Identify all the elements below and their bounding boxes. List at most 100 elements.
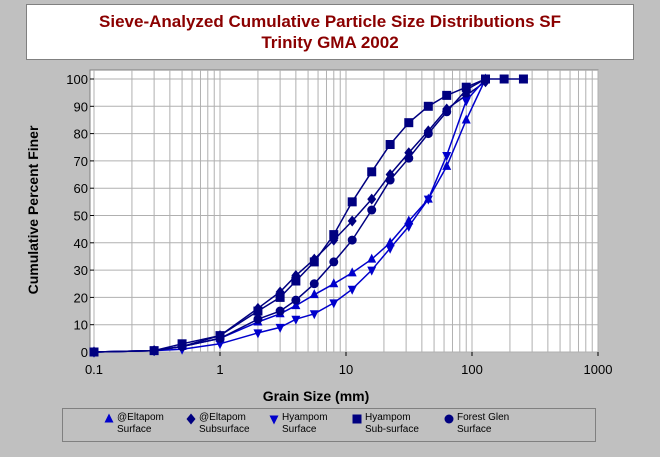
legend-label: Hyampom Sub-surface	[365, 412, 419, 436]
data-point	[442, 90, 452, 100]
data-point	[367, 253, 377, 263]
x-axis-title: Grain Size (mm)	[263, 388, 370, 404]
data-point	[347, 215, 357, 227]
y-tick-label: 50	[74, 209, 88, 224]
data-point	[253, 306, 263, 316]
data-point	[423, 129, 433, 139]
data-point	[309, 257, 319, 267]
y-tick-label: 90	[74, 99, 88, 114]
data-point	[309, 310, 319, 320]
data-point	[423, 195, 433, 205]
data-point	[275, 323, 285, 333]
data-point	[442, 107, 452, 117]
legend-marker-shape	[269, 415, 279, 425]
data-point	[367, 167, 377, 177]
legend-label-line2: Surface	[282, 424, 317, 435]
data-point	[518, 74, 528, 84]
data-point	[253, 329, 263, 339]
data-point	[329, 257, 339, 267]
data-point	[291, 315, 301, 325]
data-point	[367, 266, 377, 276]
chart-title-line2: Trinity GMA 2002	[261, 33, 399, 52]
data-point	[404, 118, 414, 128]
data-point	[367, 193, 377, 205]
x-tick-label: 1000	[584, 362, 613, 377]
y-tick-label: 60	[74, 181, 88, 196]
data-point	[309, 279, 319, 289]
x-tick-label: 1	[216, 362, 223, 377]
data-point	[309, 289, 319, 299]
legend-marker	[269, 415, 279, 425]
y-tick-label: 80	[74, 127, 88, 142]
legend-label-line1: Hyampom	[365, 412, 411, 423]
chart-title-line1: Sieve-Analyzed Cumulative Particle Size …	[99, 12, 561, 31]
data-point	[329, 299, 339, 309]
y-tick-label: 20	[74, 290, 88, 305]
series-layer	[89, 73, 528, 358]
legend-label-line1: @Eltapom	[117, 412, 164, 423]
y-axis-title: Cumulative Percent Finer	[25, 125, 41, 294]
data-point	[149, 346, 159, 356]
legend-marker-shape	[186, 413, 196, 425]
y-tick-label: 30	[74, 263, 88, 278]
data-point	[499, 74, 509, 84]
legend-label-line2: Subsurface	[199, 424, 250, 435]
data-point	[404, 222, 414, 232]
chart-title-box: Sieve-Analyzed Cumulative Particle Size …	[26, 4, 634, 60]
grid-lines	[93, 70, 599, 353]
y-tick-label: 10	[74, 318, 88, 333]
legend-marker	[444, 414, 454, 424]
data-point	[89, 347, 99, 357]
data-point	[385, 244, 395, 254]
y-tick-label: 100	[66, 72, 88, 87]
chart-plot: 0 10 20 30 40 50 60 70 80 90 100 0.1 1 10 100 1000 Grai…	[25, 69, 612, 404]
y-tick-label: 40	[74, 236, 88, 251]
x-tick-label: 100	[461, 362, 483, 377]
legend-label: @Eltapom Surface	[117, 412, 164, 436]
data-point	[291, 276, 301, 286]
legend-marker-shape	[444, 414, 454, 424]
series-5	[89, 74, 491, 357]
data-point	[423, 101, 433, 111]
data-point	[404, 153, 414, 163]
legend-label-line1: Hyampom	[282, 412, 328, 423]
legend-label-line1: @Eltapom	[199, 412, 246, 423]
data-point	[253, 314, 263, 324]
data-point	[481, 74, 491, 84]
data-point	[442, 160, 452, 170]
plot-area-background	[89, 69, 599, 353]
data-point	[329, 230, 339, 240]
legend-marker	[104, 413, 114, 423]
data-point	[347, 267, 357, 277]
data-point	[347, 235, 357, 245]
legend-marker	[352, 414, 362, 424]
data-point	[385, 237, 395, 247]
data-point	[347, 197, 357, 207]
legend-marker	[186, 413, 196, 425]
data-point	[291, 295, 301, 305]
data-point	[275, 306, 285, 316]
data-point	[461, 85, 471, 95]
data-point	[461, 114, 471, 124]
legend-label: Forest Glen Surface	[457, 412, 509, 436]
y-tick-label: 70	[74, 154, 88, 169]
axis-ticks: 0 10 20 30 40 50 60 70 80 90 100 0.1 1 10 100 1000	[66, 72, 612, 377]
data-point	[215, 333, 225, 343]
data-point	[215, 340, 225, 350]
legend-marker-shape	[352, 414, 362, 424]
legend-label: @Eltapom Subsurface	[199, 412, 250, 436]
data-point	[385, 175, 395, 185]
data-point	[442, 151, 452, 161]
data-point	[461, 97, 471, 107]
data-point	[275, 292, 285, 302]
data-point	[347, 285, 357, 295]
legend-label: Hyampom Surface	[282, 412, 328, 436]
x-tick-label: 10	[339, 362, 353, 377]
legend-marker-shape	[104, 413, 114, 423]
data-point	[329, 278, 339, 288]
legend-label-line2: Surface	[117, 424, 152, 435]
y-tick-label: 0	[81, 345, 88, 360]
data-point	[385, 140, 395, 150]
legend-label-line2: Surface	[457, 424, 492, 435]
x-tick-label: 0.1	[85, 362, 103, 377]
